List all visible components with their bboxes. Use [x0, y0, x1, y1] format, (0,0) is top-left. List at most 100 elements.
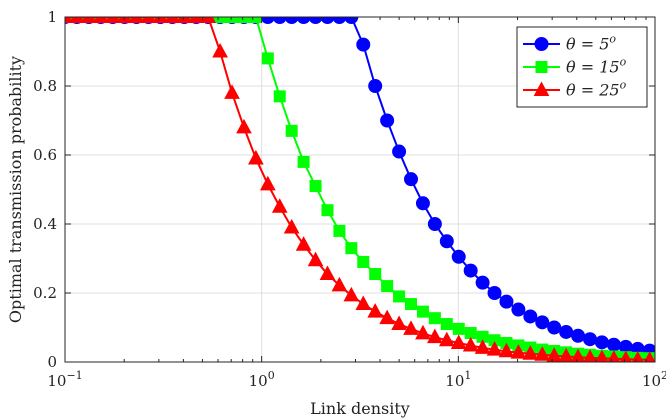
data-point: [249, 17, 262, 23]
data-point: [308, 17, 323, 24]
data-point: [404, 172, 419, 187]
data-point: [237, 17, 250, 23]
data-point: [214, 17, 227, 23]
legend-label: θ = 5o: [566, 33, 616, 54]
data-point: [355, 295, 372, 311]
legend-superscript: o: [609, 33, 616, 46]
x-tick-exponent: −1: [66, 369, 82, 382]
data-point: [164, 17, 181, 23]
y-tick-label: 0.2: [33, 284, 57, 302]
data-point: [534, 346, 551, 361]
data-point: [499, 294, 514, 309]
data-point: [464, 327, 477, 340]
data-point: [285, 124, 298, 137]
data-point: [356, 37, 371, 52]
x-tick-label: 102: [642, 369, 666, 390]
data-point: [307, 251, 324, 267]
legend-marker: [533, 81, 550, 96]
data-point: [368, 79, 383, 93]
data-point: [271, 198, 288, 213]
data-point: [128, 17, 145, 23]
data-point: [392, 144, 407, 159]
data-point: [272, 17, 287, 24]
legend-entry: θ = 15o: [523, 56, 627, 77]
x-tick-base: 10: [249, 372, 268, 390]
data-point: [309, 180, 322, 193]
data-point: [427, 217, 442, 231]
data-point: [439, 234, 454, 249]
data-point: [332, 17, 347, 24]
series-triangle: [65, 17, 655, 362]
data-point: [380, 113, 395, 128]
legend-series-name: θ = 5: [566, 35, 609, 54]
data-point: [606, 337, 621, 352]
data-point: [333, 224, 346, 237]
data-point: [295, 236, 312, 251]
y-axis-label: Optimal transmission probability: [6, 56, 25, 323]
data-point: [260, 17, 275, 24]
data-point: [273, 90, 286, 103]
x-tick-base: 10: [47, 372, 66, 390]
data-point: [440, 318, 453, 331]
data-point: [345, 242, 358, 255]
data-point: [487, 286, 502, 300]
data-point: [571, 328, 586, 343]
data-point: [559, 324, 574, 339]
data-point: [523, 309, 538, 324]
data-point: [474, 339, 491, 354]
data-point: [547, 320, 562, 335]
data-point: [212, 42, 228, 58]
x-tick-exponent: 2: [661, 369, 666, 382]
data-point: [176, 17, 193, 23]
data-point: [92, 17, 109, 23]
data-point: [393, 290, 406, 303]
data-point: [226, 17, 239, 23]
data-point: [116, 17, 133, 23]
x-tick-exponent: 1: [464, 369, 471, 382]
legend-superscript: o: [620, 79, 627, 92]
data-point: [631, 350, 644, 362]
data-point: [391, 315, 407, 331]
data-point: [546, 347, 563, 362]
data-point: [475, 275, 490, 290]
x-tick-label: 101: [445, 369, 471, 390]
data-point: [595, 349, 609, 362]
data-point: [140, 17, 157, 23]
data-point: [343, 286, 360, 302]
data-point: [415, 324, 431, 340]
data-point: [236, 118, 252, 134]
data-point: [283, 218, 300, 234]
data-point: [643, 351, 655, 362]
data-point: [451, 249, 466, 264]
data-point: [261, 52, 274, 65]
data-point: [583, 349, 597, 362]
data-point: [369, 268, 382, 281]
data-point: [320, 17, 335, 24]
y-tick-label: 0: [47, 353, 57, 371]
data-point: [297, 155, 310, 168]
y-tick-label: 0.8: [33, 77, 57, 95]
data-point: [69, 17, 85, 23]
data-point: [224, 84, 240, 99]
x-tick-label: 10−1: [47, 369, 82, 390]
legend-entry: θ = 25o: [523, 79, 627, 100]
legend-series-name: θ = 15: [566, 58, 620, 77]
data-point: [248, 149, 264, 165]
data-point: [511, 302, 526, 317]
data-point: [405, 298, 418, 311]
data-point: [619, 350, 632, 362]
data-point: [403, 320, 419, 335]
data-point: [344, 17, 359, 24]
data-point: [415, 196, 430, 211]
data-point: [188, 17, 205, 23]
x-tick-base: 10: [445, 372, 464, 390]
data-point: [510, 344, 527, 359]
data-point: [331, 276, 348, 292]
legend-label: θ = 15o: [566, 56, 627, 77]
data-point: [152, 17, 169, 23]
data-point: [357, 255, 370, 268]
data-point: [462, 336, 479, 352]
